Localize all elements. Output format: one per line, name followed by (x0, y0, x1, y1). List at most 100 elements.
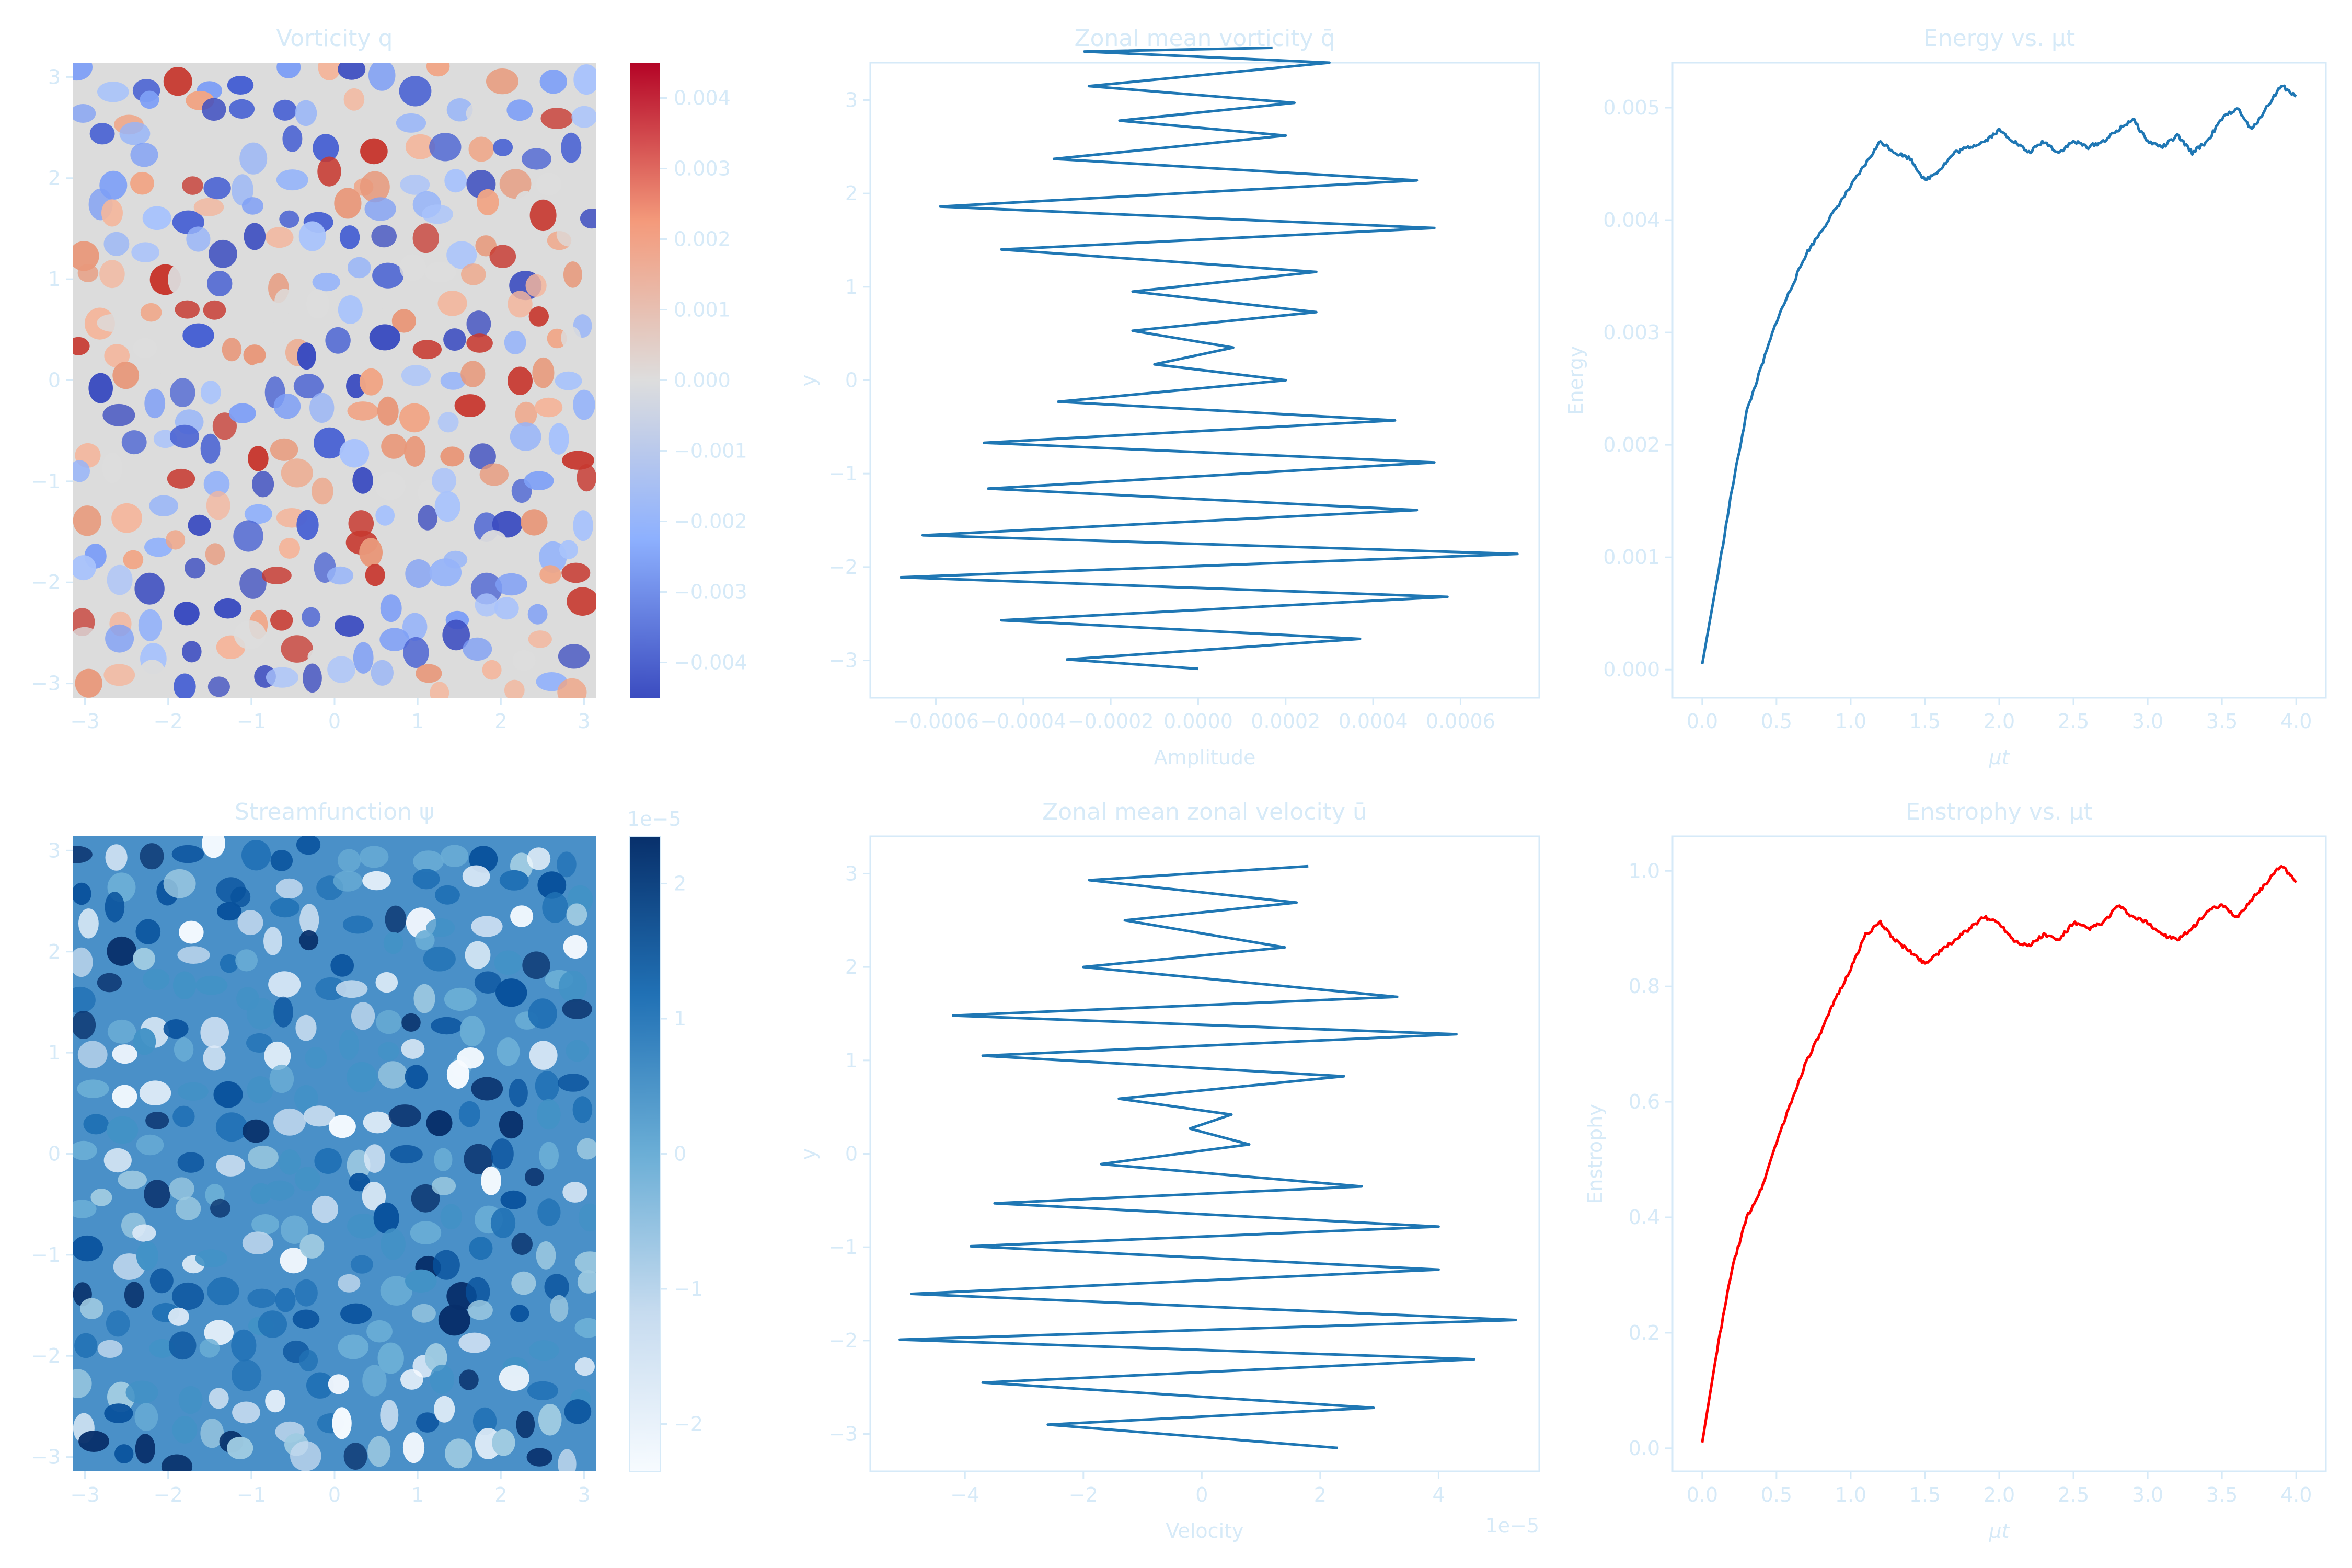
zonal-vorticity-frame (869, 62, 1540, 699)
streamfunction-y-ticks: −3 −2 −1 0 1 2 3 (31, 839, 73, 1469)
field-cell (402, 1432, 425, 1463)
panel-zonal-vorticity: Zonal mean vorticity q̄ −0.0006 −0.0004 −0… (797, 25, 1540, 769)
field-cell (555, 371, 582, 390)
field-cell (135, 1434, 155, 1464)
field-cell (544, 1274, 569, 1300)
y-tick-label: −2 (31, 1344, 61, 1367)
field-cell (556, 222, 583, 247)
field-cell (466, 101, 497, 125)
field-cell (412, 1304, 436, 1323)
field-cell (567, 587, 596, 616)
field-cell (142, 206, 171, 230)
field-cell (429, 558, 462, 587)
field-cell (73, 241, 99, 271)
enstrophy-xlabel: μt (1988, 1519, 2010, 1542)
field-cell (390, 1145, 423, 1164)
field-cell (171, 845, 204, 863)
field-cell (364, 197, 396, 221)
colorbar-tick-label: 0.001 (674, 298, 731, 321)
y-tick-label: −2 (828, 556, 858, 579)
x-tick-label: 3.0 (2132, 1483, 2163, 1506)
field-cell (209, 239, 237, 268)
x-tick-label: 0.0004 (1339, 710, 1408, 733)
streamfunction-field (73, 836, 596, 1471)
field-cell (163, 1019, 189, 1039)
energy-frame (1671, 62, 2327, 699)
panel-zonal-velocity: Zonal mean zonal velocity ū −4 −2 0 2 4 −3 −2… (797, 799, 1540, 1542)
field-cell (401, 365, 431, 386)
y-tick-label: −3 (828, 649, 858, 672)
field-cell (573, 389, 595, 420)
field-cell (401, 1039, 425, 1059)
field-cell (339, 439, 370, 468)
x-tick-label: 0 (328, 710, 341, 733)
field-cell (239, 142, 268, 175)
energy-ylabel: Energy (1564, 345, 1587, 415)
x-tick-label: 0.0 (1687, 710, 1718, 733)
field-cell (168, 264, 189, 295)
y-tick-label: 0 (48, 369, 61, 392)
field-cell (130, 171, 154, 195)
field-cell (479, 463, 509, 486)
y-tick-label: 0.001 (1603, 546, 1660, 569)
field-cell (213, 1081, 243, 1108)
field-cell (296, 510, 319, 540)
field-cell (561, 562, 591, 583)
field-cell (174, 673, 196, 698)
field-cell (107, 936, 137, 966)
zonal-vorticity-line (900, 46, 1519, 671)
field-cell (404, 436, 426, 467)
field-cell (244, 223, 266, 250)
field-cell (207, 1277, 239, 1306)
y-tick-label: 1 (845, 275, 858, 298)
field-cell (548, 423, 569, 455)
vorticity-colorbar-ticks: −0.004 −0.003 −0.002 −0.001 0.000 0.001 0.002 0… (660, 87, 747, 674)
field-cell (373, 1202, 399, 1234)
field-cell (281, 1215, 308, 1244)
y-tick-label: 3 (845, 88, 858, 111)
field-cell (193, 198, 224, 216)
field-cell (542, 892, 568, 923)
x-tick-label: 2 (1314, 1483, 1327, 1506)
field-cell (375, 505, 395, 526)
field-cell (577, 1270, 596, 1294)
field-cell (140, 303, 162, 322)
field-cell (332, 1407, 352, 1439)
field-cell (216, 1155, 245, 1177)
field-cell (516, 1411, 535, 1438)
streamfunction-title: Streamfunction ψ (235, 799, 434, 825)
field-cell (486, 68, 518, 95)
colorbar-tick-label: −1 (674, 1277, 703, 1300)
field-cell (132, 1224, 156, 1242)
field-cell (510, 422, 541, 451)
vorticity-field (73, 63, 596, 698)
field-cell (405, 134, 435, 159)
field-cell (573, 64, 596, 95)
field-cell (168, 1331, 197, 1360)
field-cell (270, 609, 293, 631)
field-cell (185, 558, 206, 579)
field-cell (472, 1407, 497, 1435)
field-cell (269, 1064, 294, 1093)
field-cell (195, 975, 228, 995)
field-cell (526, 1448, 552, 1467)
field-cell (78, 908, 99, 939)
field-cell (413, 850, 444, 872)
field-cell (175, 300, 200, 319)
x-tick-label: 0.5 (1761, 710, 1792, 733)
field-cell (268, 971, 301, 998)
field-cell (477, 189, 499, 215)
field-cell (294, 1167, 320, 1192)
field-cell (206, 125, 235, 146)
field-cell (306, 1372, 334, 1399)
field-cell (139, 1080, 171, 1105)
field-cell (400, 1369, 423, 1390)
field-cell (464, 1144, 493, 1174)
field-cell (446, 241, 477, 269)
field-cell (399, 403, 430, 433)
field-cell (360, 111, 393, 132)
field-cell (563, 167, 589, 188)
field-cell (317, 156, 341, 187)
colorbar-tick-label: 0.004 (674, 87, 731, 110)
x-tick-label: −0.0002 (1068, 710, 1154, 733)
